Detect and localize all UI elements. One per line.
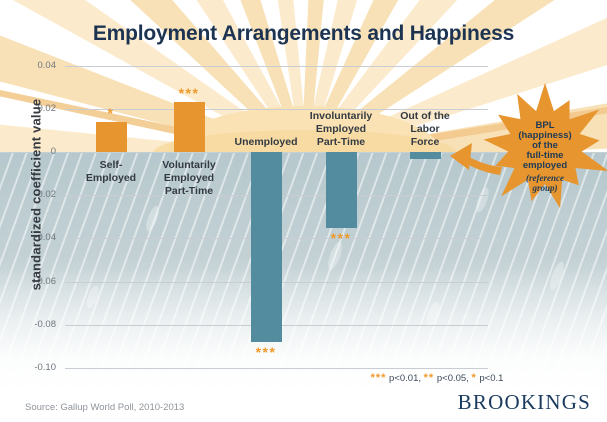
bar-category-label: Unemployed <box>234 136 298 148</box>
bar-category-label: Involuntarily Employed Part-Time <box>309 110 373 148</box>
bar-category-label: Voluntarily Employed Part-Time <box>162 159 216 197</box>
legend-text: p<0.05, <box>434 373 472 384</box>
reference-starburst: BPL (happiness) of the full-time employe… <box>450 83 607 209</box>
sun-ray <box>12 0 294 153</box>
bar-category-label: Self- Employed <box>85 159 137 184</box>
starburst-text-line: of the <box>532 140 558 151</box>
y-tick-label: -0.02 <box>34 189 56 201</box>
sea-background <box>0 152 607 422</box>
significance-stars: *** <box>330 229 352 246</box>
starburst-shape <box>483 83 607 209</box>
y-tick-label: -0.10 <box>34 362 56 373</box>
bar-1 <box>95 121 127 152</box>
y-tick-label: 0.02 <box>37 102 57 114</box>
y-tick-label: -0.06 <box>34 275 56 287</box>
bar-5 <box>409 152 441 159</box>
gridline <box>65 65 488 67</box>
legend-stars: * <box>471 372 477 384</box>
significance-stars: *** <box>255 344 277 361</box>
legend-text: p<0.1 <box>476 373 504 384</box>
brookings-logo: BROOKINGS <box>457 390 591 414</box>
significance-legend: *** p<0.01, ** p<0.05, * p<0.1 <box>330 372 544 384</box>
legend-stars: *** <box>370 372 387 384</box>
gridline <box>65 108 488 110</box>
significance-stars: *** <box>178 85 200 102</box>
starburst-text-line: full-time <box>527 150 564 161</box>
bar-3 <box>250 152 282 343</box>
starburst-text-line: employed <box>523 160 568 171</box>
y-tick-label: 0 <box>50 146 56 157</box>
starburst-reference-line: group) <box>531 183 557 193</box>
chart-title: Employment Arrangements and Happiness <box>92 22 515 45</box>
significance-stars: * <box>107 104 115 121</box>
starburst-text-line: BPL <box>536 120 555 131</box>
source-note: Source: Gallup World Poll, 2010-2013 <box>25 402 185 413</box>
y-tick-label: -0.08 <box>34 318 56 330</box>
legend-stars: ** <box>423 372 435 384</box>
starburst-reference-line: (reference <box>526 173 564 183</box>
y-tick-label: 0.04 <box>37 59 57 71</box>
bar-category-label: Out of the Labor Force <box>400 110 450 148</box>
gridline <box>65 368 488 369</box>
legend-text: p<0.01, <box>386 373 424 384</box>
y-axis-title: standardized coefficient value <box>28 98 44 291</box>
y-tick-label: -0.04 <box>34 232 56 244</box>
bar-4 <box>325 152 357 228</box>
starburst-arrow-head <box>450 143 472 170</box>
bar-2 <box>173 102 205 152</box>
starburst-text-line: (happiness) <box>518 130 571 141</box>
